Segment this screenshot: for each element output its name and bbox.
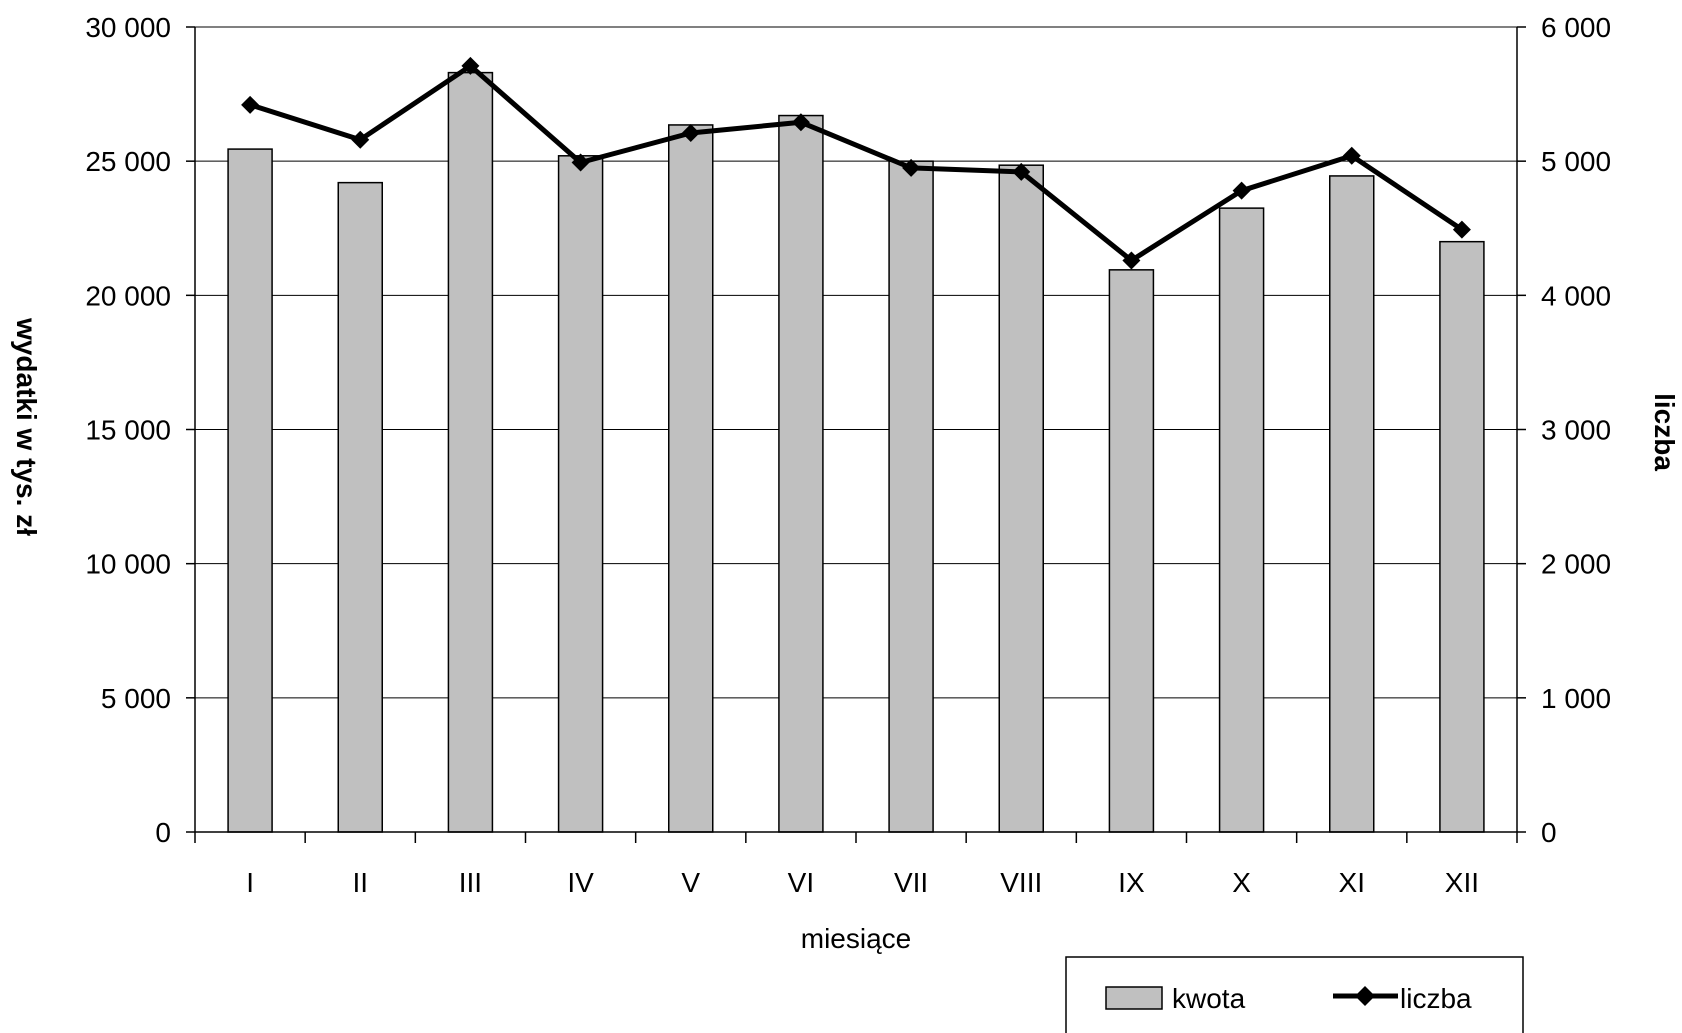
bar-II [337, 181, 383, 833]
x-tick-label-VIII: VIII [1000, 867, 1042, 898]
left-tick-label: 10 000 [85, 549, 171, 580]
line-point-IV [571, 153, 590, 172]
left-tick-label: 0 [155, 817, 171, 848]
bar-IV [557, 155, 604, 833]
x-axis-title: miesiące [801, 923, 911, 954]
line-point-XII [1452, 220, 1471, 239]
line-point-X [1232, 181, 1251, 200]
line-point-XI [1342, 146, 1361, 165]
line-point-V [681, 123, 700, 142]
left-tick-label: 15 000 [85, 415, 171, 446]
x-tick-label-XI: XI [1339, 867, 1365, 898]
line-point-VIII [1012, 162, 1031, 181]
legend-label-liczba: liczba [1400, 983, 1472, 1014]
legend: kwota liczba [1065, 956, 1524, 1033]
x-tick-label-VI: VI [788, 867, 814, 898]
x-tick-label-V: V [681, 867, 700, 898]
right-tick-label: 5 000 [1541, 146, 1611, 177]
right-tick-label: 4 000 [1541, 280, 1611, 311]
bar-XII [1439, 240, 1485, 833]
x-tick-label-X: X [1232, 867, 1251, 898]
legend-swatch-kwota [1105, 986, 1163, 1010]
line-point-II [351, 130, 370, 149]
left-tick-label: 20 000 [85, 280, 171, 311]
line-point-VII [902, 158, 921, 177]
x-tick-label-I: I [246, 867, 254, 898]
right-axis-ticks: 0 1 000 2 000 3 000 4 000 5 000 6 000 [1517, 12, 1611, 848]
left-axis-title: wydatki w tys. zł [11, 317, 42, 536]
bar-V [668, 124, 714, 833]
left-axis-ticks: 0 5 000 10 000 15 000 20 000 25 000 30 000 [85, 12, 195, 848]
x-tick-label-XII: XII [1445, 867, 1479, 898]
x-tick-label-III: III [459, 867, 482, 898]
bar-VII [888, 160, 934, 833]
line-path-liczba [249, 63, 1464, 263]
line-series-liczba [241, 56, 1471, 270]
left-tick-label: 5 000 [101, 683, 171, 714]
right-tick-label: 1 000 [1541, 683, 1611, 714]
legend-label-kwota: kwota [1172, 983, 1246, 1014]
x-tick-label-VII: VII [894, 867, 928, 898]
right-tick-label: 0 [1541, 817, 1557, 848]
bar-III [447, 71, 494, 833]
bar-X [1218, 207, 1265, 833]
right-tick-label: 6 000 [1541, 12, 1611, 43]
bar-XI [1329, 175, 1375, 833]
gridlines [195, 26, 1517, 699]
bar-series-kwota [227, 71, 1485, 833]
right-axis-title: liczba [1649, 393, 1680, 471]
right-tick-label: 2 000 [1541, 549, 1611, 580]
line-point-III [461, 56, 480, 75]
right-tick-label: 3 000 [1541, 415, 1611, 446]
bar-IX [1108, 269, 1155, 833]
left-tick-label: 25 000 [85, 146, 171, 177]
x-tick-label-IV: IV [567, 867, 594, 898]
line-point-VI [791, 113, 810, 132]
line-point-IX [1122, 251, 1141, 270]
x-tick-label-IX: IX [1118, 867, 1145, 898]
x-tick-label-II: II [352, 867, 368, 898]
x-axis-ticks: I II III IV V VI VII VIII IX X XI XII [194, 832, 1518, 898]
left-tick-label: 30 000 [85, 12, 171, 43]
bar-I [227, 148, 273, 833]
legend-marker-liczba [1355, 986, 1375, 1006]
line-point-I [241, 95, 260, 114]
bar-VI [778, 114, 824, 833]
bar-VIII [998, 164, 1044, 833]
